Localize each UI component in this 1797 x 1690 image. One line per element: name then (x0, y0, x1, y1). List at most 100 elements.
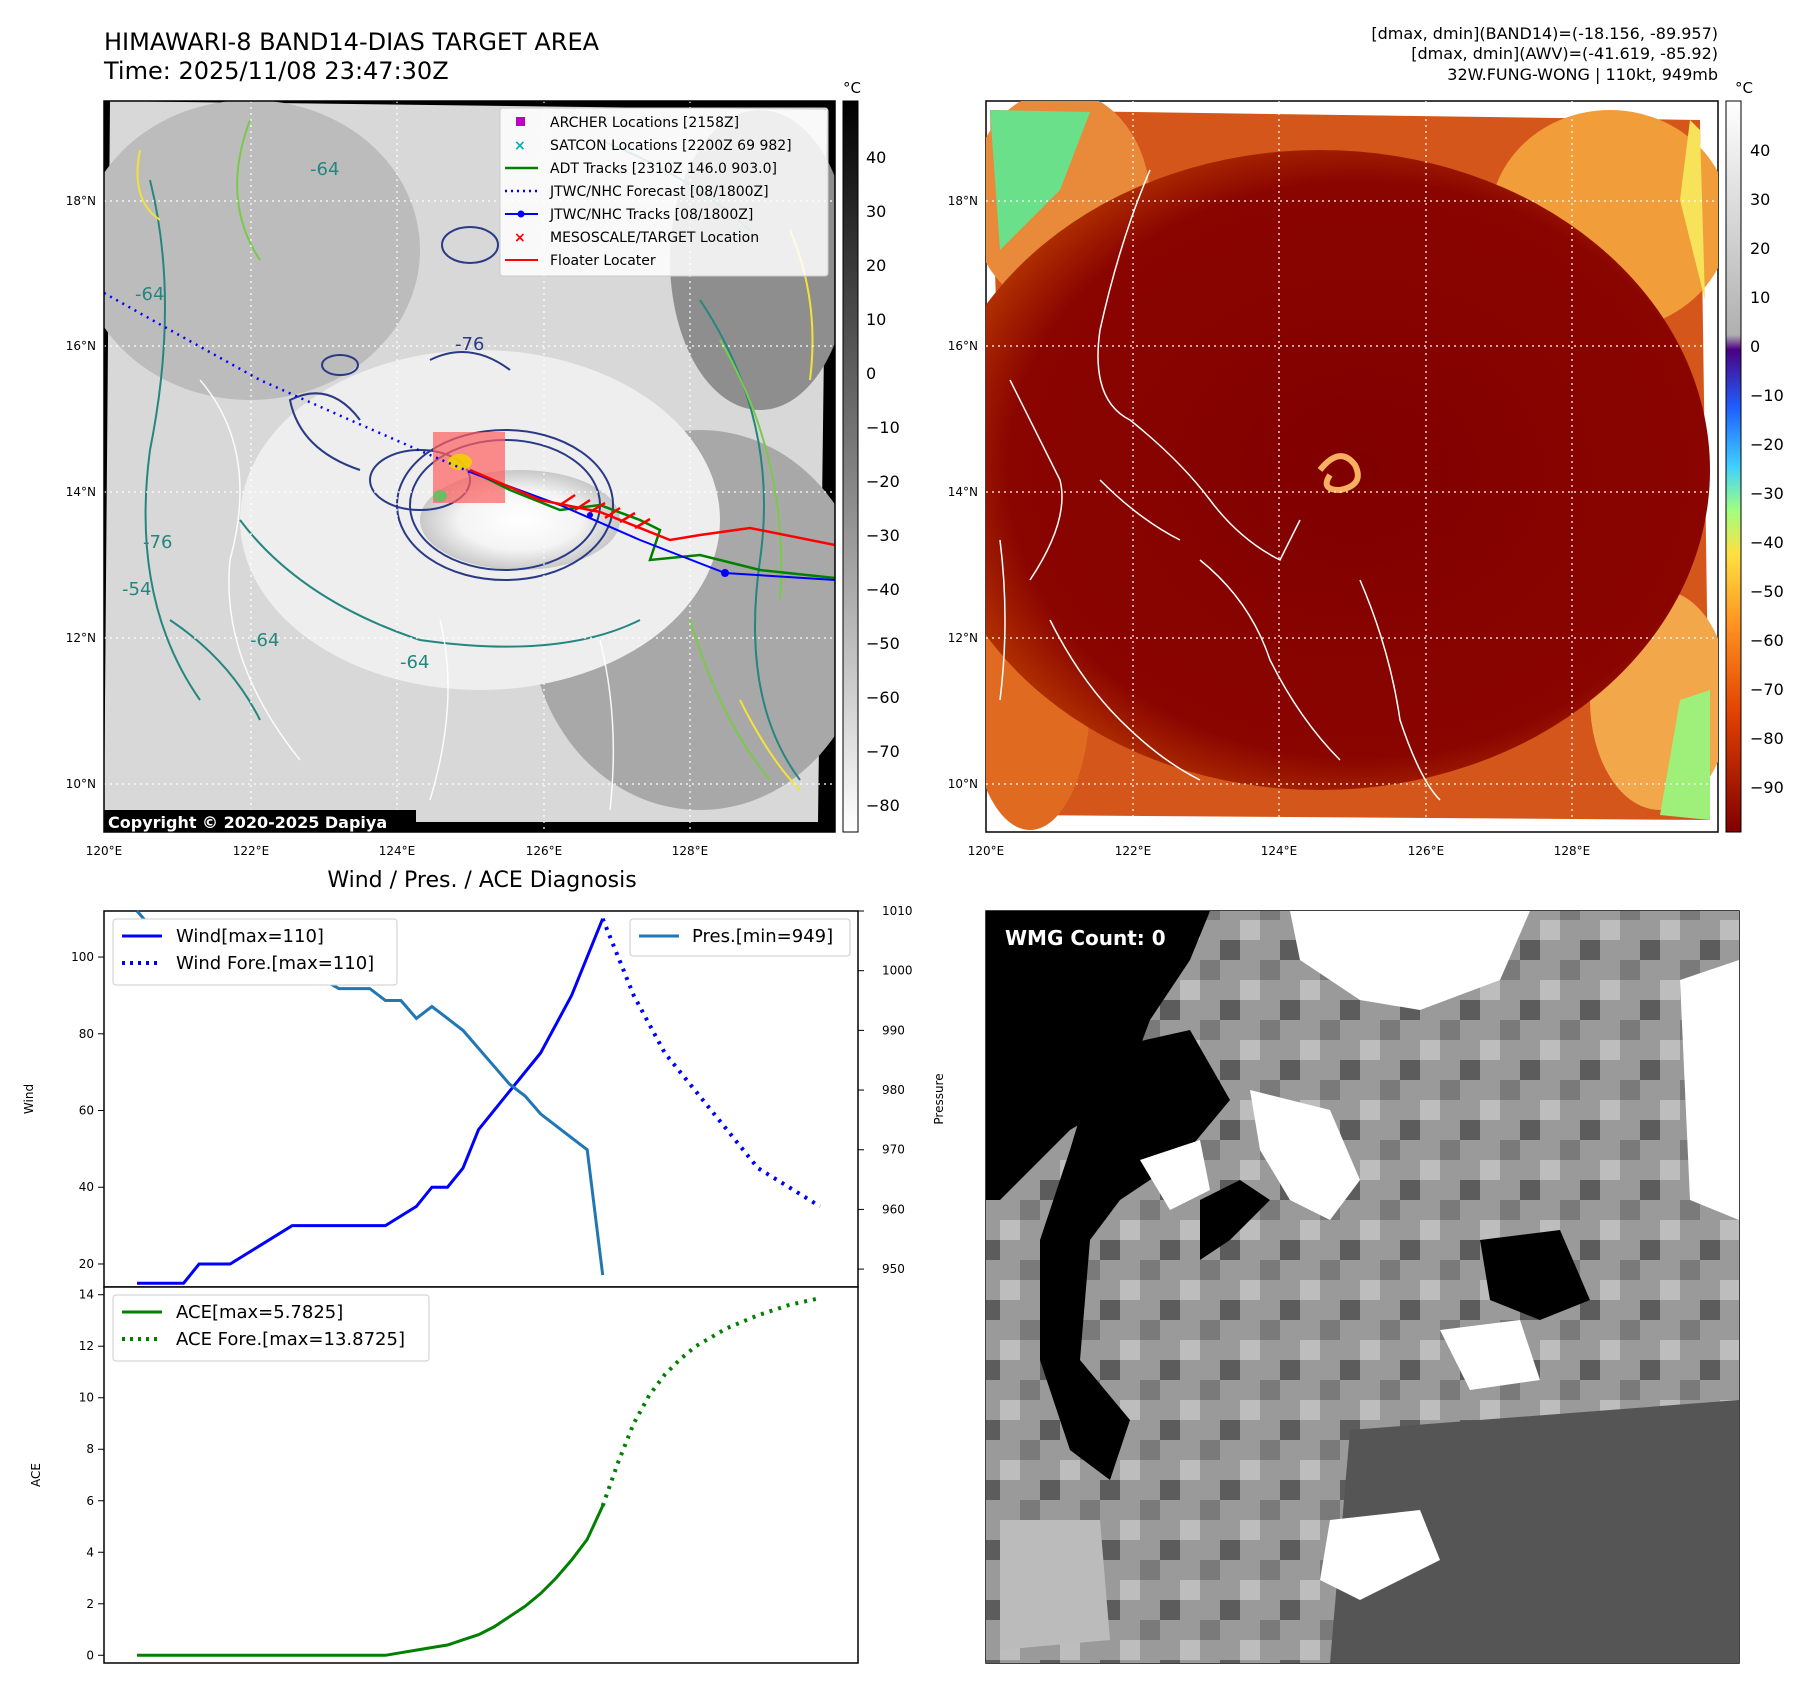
wmg-count-label: WMG Count: 0 (1005, 926, 1166, 950)
lat-label: 10°N (948, 777, 978, 791)
lon-label: 120°E (86, 844, 123, 858)
ace-tick-label: 4 (86, 1545, 94, 1559)
legend-jtwc-tracks-label: JTWC/NHC Tracks [08/1800Z] (549, 207, 753, 223)
wind-legend: Wind[max=110] Wind Fore.[max=110] (112, 918, 398, 986)
lat-label: 12°N (66, 631, 96, 645)
ace-tick-label: 8 (86, 1442, 94, 1456)
legend-mesoscale-label: MESOSCALE/TARGET Location (550, 230, 759, 246)
colorbar-tick: −50 (1750, 582, 1784, 601)
legend-floater-label: Floater Locater (550, 253, 656, 269)
contour-label: -64 (310, 159, 339, 180)
colorbar-tick: −20 (1750, 435, 1784, 454)
wind-series-line (137, 918, 605, 1285)
contour-label: -64 (400, 652, 429, 673)
ace-forecast-line (600, 1296, 821, 1507)
lon-label: 120°E (968, 844, 1005, 858)
colorbar-tick: 30 (1750, 190, 1770, 209)
svg-text:×: × (514, 138, 526, 154)
lon-label: 126°E (526, 844, 563, 858)
pressure-tick-label: 980 (882, 1083, 905, 1097)
colorbar-tick: −40 (1750, 533, 1784, 552)
colorbar-tick: −20 (866, 472, 900, 491)
wind-tick-label: 80 (79, 1027, 94, 1041)
colorbar-tick: 0 (866, 364, 876, 383)
lon-label: 128°E (1554, 844, 1591, 858)
legend-adt-label: ADT Tracks [2310Z 146.0 903.0] (550, 161, 777, 177)
contour-label: -54 (122, 579, 151, 600)
mesoscale-target-box (433, 432, 505, 503)
jtwc-track-line (469, 471, 835, 581)
colorbar-tick: 0 (1750, 337, 1760, 356)
colorbar-unit: °C (843, 79, 861, 97)
awv-colorbar: °C 40 30 20 10 0 −10 −20 −30 −40 −50 −60… (1725, 79, 1784, 833)
wind-tick-label: 100 (71, 950, 94, 964)
adt-track-line (469, 468, 835, 580)
contour-label: -64 (250, 630, 279, 651)
map-legend: ARCHER Locations [2158Z] × SATCON Locati… (499, 107, 829, 277)
lon-label: 124°E (379, 844, 416, 858)
lat-label: 12°N (948, 631, 978, 645)
lon-label: 128°E (672, 844, 709, 858)
legend-satcon-label: SATCON Locations [2200Z 69 982] (550, 138, 792, 154)
colorbar-tick: −60 (1750, 631, 1784, 650)
pressure-tick-label: 960 (882, 1202, 905, 1216)
colorbar-tick: −50 (866, 634, 900, 653)
ace-chart: ACE 0 2 4 6 8 10 12 14 ACE[max=5.7825] ACE Fore… (29, 1286, 859, 1664)
lon-label: 126°E (1408, 844, 1445, 858)
colorbar-tick: −80 (1750, 729, 1784, 748)
band14-map-panel: -64 -76 -64 -54 -64 -64 -76 Copyright © … (66, 79, 900, 858)
figure-time: Time: 2025/11/08 23:47:30Z (103, 57, 449, 85)
jtwc-forecast-line (104, 291, 471, 474)
band14-colorbar: °C 40 30 20 10 0 −10 −20 −30 −40 −50 −60… (842, 79, 900, 833)
colorbar-tick: 40 (866, 148, 886, 167)
pressure-axis-label: Pressure (932, 1073, 946, 1124)
contour-label: -76 (143, 532, 172, 553)
lon-label: 124°E (1261, 844, 1298, 858)
colorbar-tick: −70 (866, 742, 900, 761)
lon-label: 122°E (233, 844, 270, 858)
lat-label: 14°N (66, 485, 96, 499)
lat-label: 10°N (66, 777, 96, 791)
pressure-tick-label: 950 (882, 1262, 905, 1276)
wmg-panel: WMG Count: 0 (985, 910, 1740, 1664)
colorbar-unit: °C (1735, 79, 1753, 97)
colorbar-tick: 40 (1750, 141, 1770, 160)
info-band14: [dmax, dmin](BAND14)=(-18.156, -89.957) (1371, 24, 1718, 43)
ace-tick-label: 0 (86, 1648, 94, 1662)
ace-series-line (137, 1505, 605, 1657)
colorbar-tick: 10 (866, 310, 886, 329)
wind-axis-label: Wind (22, 1084, 36, 1114)
colorbar-tick: −70 (1750, 680, 1784, 699)
lon-label: 122°E (1115, 844, 1152, 858)
awv-map-panel: 18°N 16°N 14°N 12°N 10°N 120°E 122°E 124… (948, 79, 1784, 858)
info-storm: 32W.FUNG-WONG | 110kt, 949mb (1447, 65, 1718, 84)
colorbar-tick: −10 (1750, 386, 1784, 405)
colorbar-tick: 20 (1750, 239, 1770, 258)
wind-tick-label: 60 (79, 1104, 94, 1118)
svg-text:×: × (514, 230, 526, 246)
colorbar-tick: 30 (866, 202, 886, 221)
legend-wind-forecast-label: Wind Fore.[max=110] (176, 953, 374, 974)
legend-jtwc-forecast-label: JTWC/NHC Forecast [08/1800Z] (549, 184, 769, 200)
colorbar-tick: −90 (1750, 778, 1784, 797)
contour-label: -64 (135, 284, 164, 305)
ace-tick-label: 12 (79, 1339, 94, 1353)
lat-label: 14°N (948, 485, 978, 499)
colorbar-tick: 20 (866, 256, 886, 275)
lat-label: 16°N (66, 339, 96, 353)
wind-tick-label: 40 (79, 1180, 94, 1194)
legend-ace-label: ACE[max=5.7825] (176, 1302, 343, 1323)
lat-label: 16°N (948, 339, 978, 353)
legend-pressure-label: Pres.[min=949] (692, 926, 833, 947)
wind-pressure-chart: Wind Pressure 20 40 60 80 100 950 960 970 980 99… (22, 904, 946, 1288)
pressure-tick-label: 1010 (882, 904, 913, 918)
colorbar-tick: −30 (1750, 484, 1784, 503)
ace-tick-label: 2 (86, 1597, 94, 1611)
wind-forecast-line (600, 917, 822, 1209)
colorbar-tick: −60 (866, 688, 900, 707)
legend-ace-forecast-label: ACE Fore.[max=13.8725] (176, 1329, 405, 1350)
ace-tick-label: 6 (86, 1494, 94, 1508)
ace-tick-label: 14 (79, 1288, 94, 1302)
ace-axis-label: ACE (29, 1463, 43, 1487)
